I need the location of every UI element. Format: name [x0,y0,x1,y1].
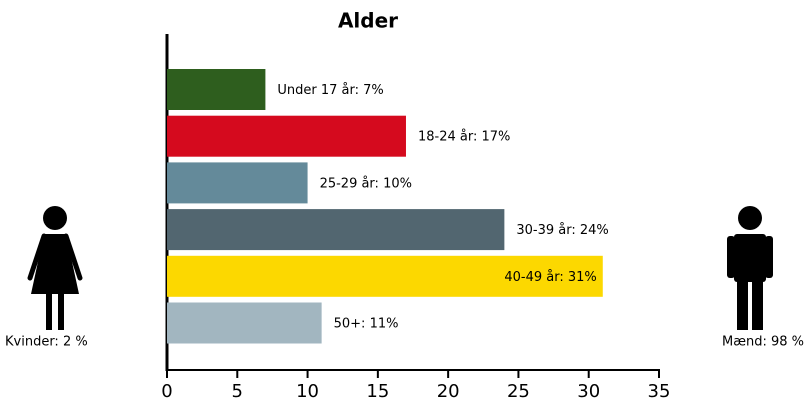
bar [167,255,603,297]
men-label: Mænd: 98 % [722,335,804,350]
bar [167,209,505,251]
man-icon [727,206,773,330]
bar [167,302,322,344]
x-tick-label: 15 [366,381,389,402]
chart-title: Alder [338,9,398,33]
woman-icon [27,206,83,330]
bar [167,115,406,157]
bar [167,69,266,110]
value-label: 40-49 år: 31% [504,270,596,285]
bar [167,162,308,204]
x-tick-label: 10 [296,381,319,402]
x-tick-label: 20 [437,381,460,402]
women-label: Kvinder: 2 % [5,335,88,350]
value-label: 30-39 år: 24% [516,223,608,238]
value-label: Under 17 år: 7% [277,83,383,98]
value-label: 18-24 år: 17% [418,130,510,145]
x-tick-label: 25 [507,381,530,402]
x-tick-label: 30 [577,381,600,402]
x-tick-label: 35 [648,381,671,402]
x-tick-label: 5 [232,381,243,402]
value-label: 50+: 11% [334,317,399,332]
value-label: 25-29 år: 10% [320,176,412,191]
x-tick-label: 0 [161,381,172,402]
